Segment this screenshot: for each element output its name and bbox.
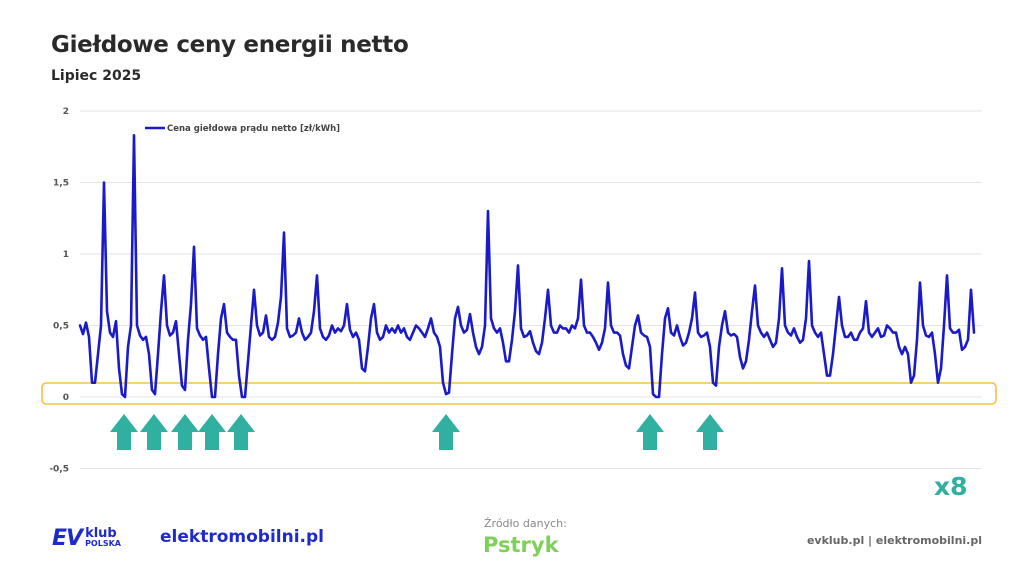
up-arrow-icon [198,414,226,450]
legend-label: Cena giełdowa prądu netto [zł/kWh] [167,124,340,134]
y-tick-label: -0,5 [49,465,69,475]
source-label: Źródło danych: [484,517,567,530]
up-arrow-icon [636,414,664,450]
footer-links[interactable]: evklub.pl | elektromobilni.pl [806,534,982,547]
y-tick-label: 2 [63,107,69,117]
up-arrow-icon [171,414,199,450]
up-arrow-icon [227,414,255,450]
y-tick-label: 1,5 [53,179,69,189]
up-arrow-icon [432,414,460,450]
y-axis-ticks: 2 1,5 1 0,5 0 -0,5 [49,107,69,475]
y-tick-label: 0,5 [53,322,69,332]
up-arrow-icon [696,414,724,450]
chart-title: Giełdowe ceny energii netto [51,32,409,58]
ev-logo-mark: EV [52,526,83,551]
arrow-markers [110,414,724,450]
legend: Cena giełdowa prądu netto [zł/kWh] [145,124,340,134]
price-line [78,134,976,399]
y-tick-label: 0 [63,393,69,403]
pstryk-logo[interactable]: Pstryk [483,533,559,557]
elektromobilni-logo[interactable]: elektromobilni.pl [160,527,324,547]
chart-subtitle: Lipiec 2025 [51,68,142,84]
multiplier-label: x8 [934,472,968,501]
y-tick-label: 1 [63,250,69,260]
near-zero-highlight-band [41,382,997,405]
up-arrow-icon [110,414,138,450]
grid-lines [80,110,982,469]
logo-klub-text: klub [85,525,117,541]
evklub-wordmark: klub POLSKA [85,525,121,549]
logo-polska-text: POLSKA [85,538,121,548]
up-arrow-icon [140,414,168,450]
evklub-logo[interactable]: EV klub POLSKA [52,526,121,551]
